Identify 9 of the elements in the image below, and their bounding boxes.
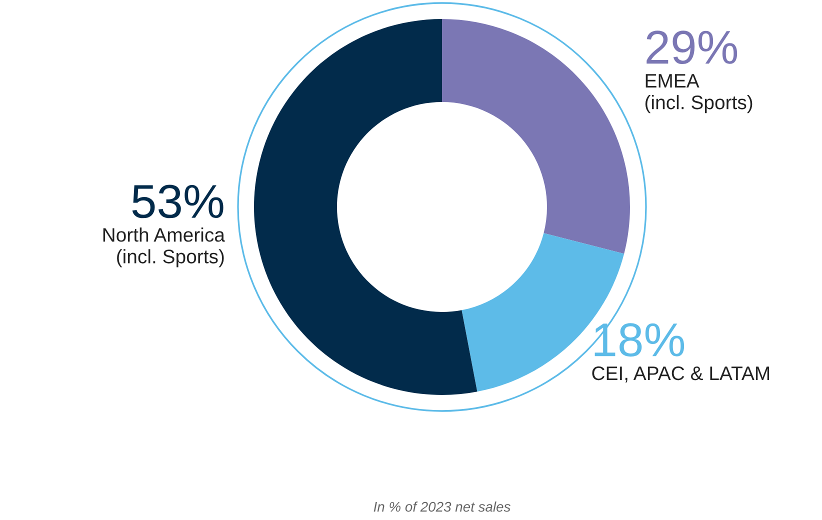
slice-label: EMEA (incl. Sports) — [645, 74, 752, 114]
data-label: 53% — [132, 184, 224, 218]
slice-label: CEI, APAC & LATAM — [592, 366, 770, 382]
donut-slice — [442, 19, 630, 254]
text: In % of 2023 net sales — [374, 502, 510, 512]
donut-slice — [254, 19, 478, 395]
data-label: 29% — [646, 30, 738, 64]
slice-label: North America (incl. Sports) — [103, 228, 225, 268]
data-label: 18% — [594, 323, 684, 357]
